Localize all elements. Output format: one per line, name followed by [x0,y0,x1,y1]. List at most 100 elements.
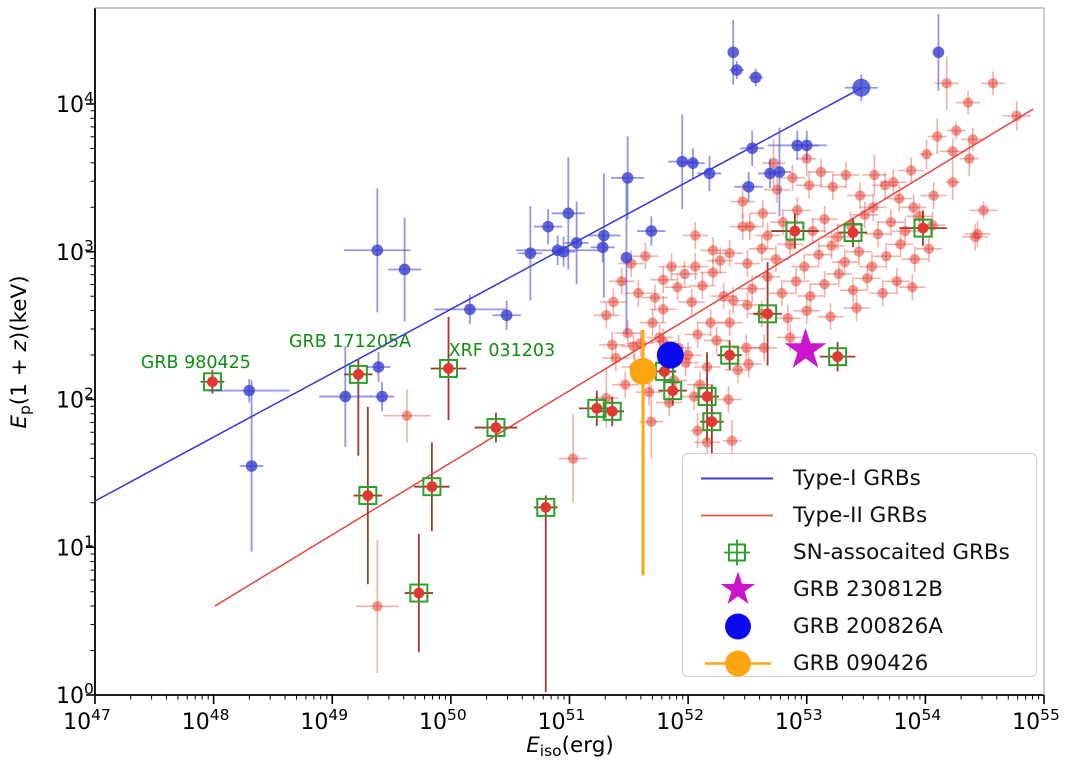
sn-grb-square [785,221,805,241]
type2-grb-point [978,205,989,216]
type2-grb-point [746,283,758,294]
type2-grb-point [962,97,974,108]
type2-line-icon [701,514,773,517]
fit-lines [94,87,1034,607]
sn-grb-square [720,345,740,365]
fit-line [94,87,862,502]
blue-circle-icon [725,613,751,640]
type1-grb-point [746,142,758,155]
x-axis-title: Eiso(erg) [526,733,614,760]
type1-grb-point [645,225,658,237]
type2-grb-point [680,357,691,368]
sn-grb-square [587,398,607,418]
type2-grb-point [907,282,918,293]
type1-grb-point [727,46,740,59]
type2-grb-point [951,125,962,136]
svg-text:Ep(1 + z)(keV): Ep(1 + z)(keV) [7,275,34,428]
special-points [629,328,827,576]
type2-grb-point [905,165,917,176]
type1-grb-point [730,64,743,76]
type2-grb-point [1011,110,1022,122]
legend-item-sn: SN-assocaited GRBs [693,534,1026,571]
type2-grb-point [805,290,816,302]
legend-item-grb230812b: GRB 230812B [693,571,1026,608]
sn-grb-dot [352,368,364,380]
sn-grb-dot [724,349,736,361]
type2-grb-point [742,299,753,311]
type1-grb-point [596,241,609,254]
type2-grb-point [690,261,701,272]
type2-grb-point [711,335,722,346]
type2-grb-point [692,425,703,436]
grb-090426-point [629,357,657,385]
type1-grb-point [398,263,411,276]
legend-label: GRB 090426 [793,651,929,676]
legend-label: SN-assocaited GRBs [793,540,1010,565]
type1-grb-point [570,237,583,249]
type2-grb-point [819,279,830,290]
tick-label: 1051 [538,706,586,735]
type2-grb-point [881,250,892,262]
legend-item-type1: Type-I GRBs [693,460,1026,497]
type2-grb-point [947,146,958,157]
type1-grb-point [773,166,786,178]
type1-grb-point [703,167,716,180]
tick-label: 1052 [656,706,704,735]
sn-grb-dot [362,490,374,501]
type2-grb-point [784,239,796,250]
type2-grb-point [987,78,999,89]
type2-grb-point [832,231,843,243]
y-axis-title: Ep(1 + z)(keV) [7,275,34,428]
type2-grb-point [707,245,719,256]
type1-grb-point [621,172,634,184]
axis-ticks [86,103,1045,704]
sn-grb-square [702,412,722,432]
sn-grb-dot [606,405,618,417]
type2-grb-point [672,282,683,293]
type2-grb-point [649,292,661,303]
type2-grb-point [967,134,979,145]
type1-grb-point [376,390,388,403]
tick-labels: 1047 1048 1049 1050 1051 1052 1053 1054 1055 100 1… [56,89,1060,735]
type2-grb-point [567,453,579,464]
type1-grb-point [598,229,610,242]
type2-grb-point [771,184,783,195]
type2-grb-point [819,214,830,225]
annotation-grb-171205a: GRB 171205A [288,332,412,353]
type1-grb-point [742,180,755,193]
tick-label: 1053 [775,706,823,735]
type1-grb-point [800,139,813,152]
type2-grb-point [782,313,793,324]
sn-grb-dot [659,366,670,377]
type1-grb-point [524,247,537,260]
sn-grb-dot [832,351,843,363]
sn-grb-dot [847,227,859,238]
type2-grb-point [724,248,735,259]
type2-grb-point [610,352,621,364]
type2-grb-point [741,342,752,353]
type1-grb-point [243,384,256,397]
type2-grb-point [801,305,812,317]
type2-grb-point [620,379,631,390]
type2-grb-point [743,358,754,370]
tick-label: 102 [56,385,94,414]
sn-grb-dot [789,225,801,237]
orange-circle-errorbar-icon [705,650,771,677]
type2-grb-point [784,332,796,343]
type2-grb-point [854,190,866,201]
sn-grb-dot [413,587,425,599]
type2-grb-point [401,410,413,421]
legend-item-type2: Type-II GRBs [693,497,1026,534]
type2-grb-point [679,268,690,280]
type2-grb-point [616,276,627,287]
type2-grb-point [658,304,669,315]
sn-grb-dot [443,363,454,374]
type2-grb-point [658,274,669,286]
type2-grb-point [879,180,891,191]
type2-grb-point [803,180,815,191]
type1-grb-point [371,244,384,257]
tick-label: 1050 [419,706,467,735]
legend-label: Type-II GRBs [793,503,928,528]
type1-grb-point [372,361,385,373]
